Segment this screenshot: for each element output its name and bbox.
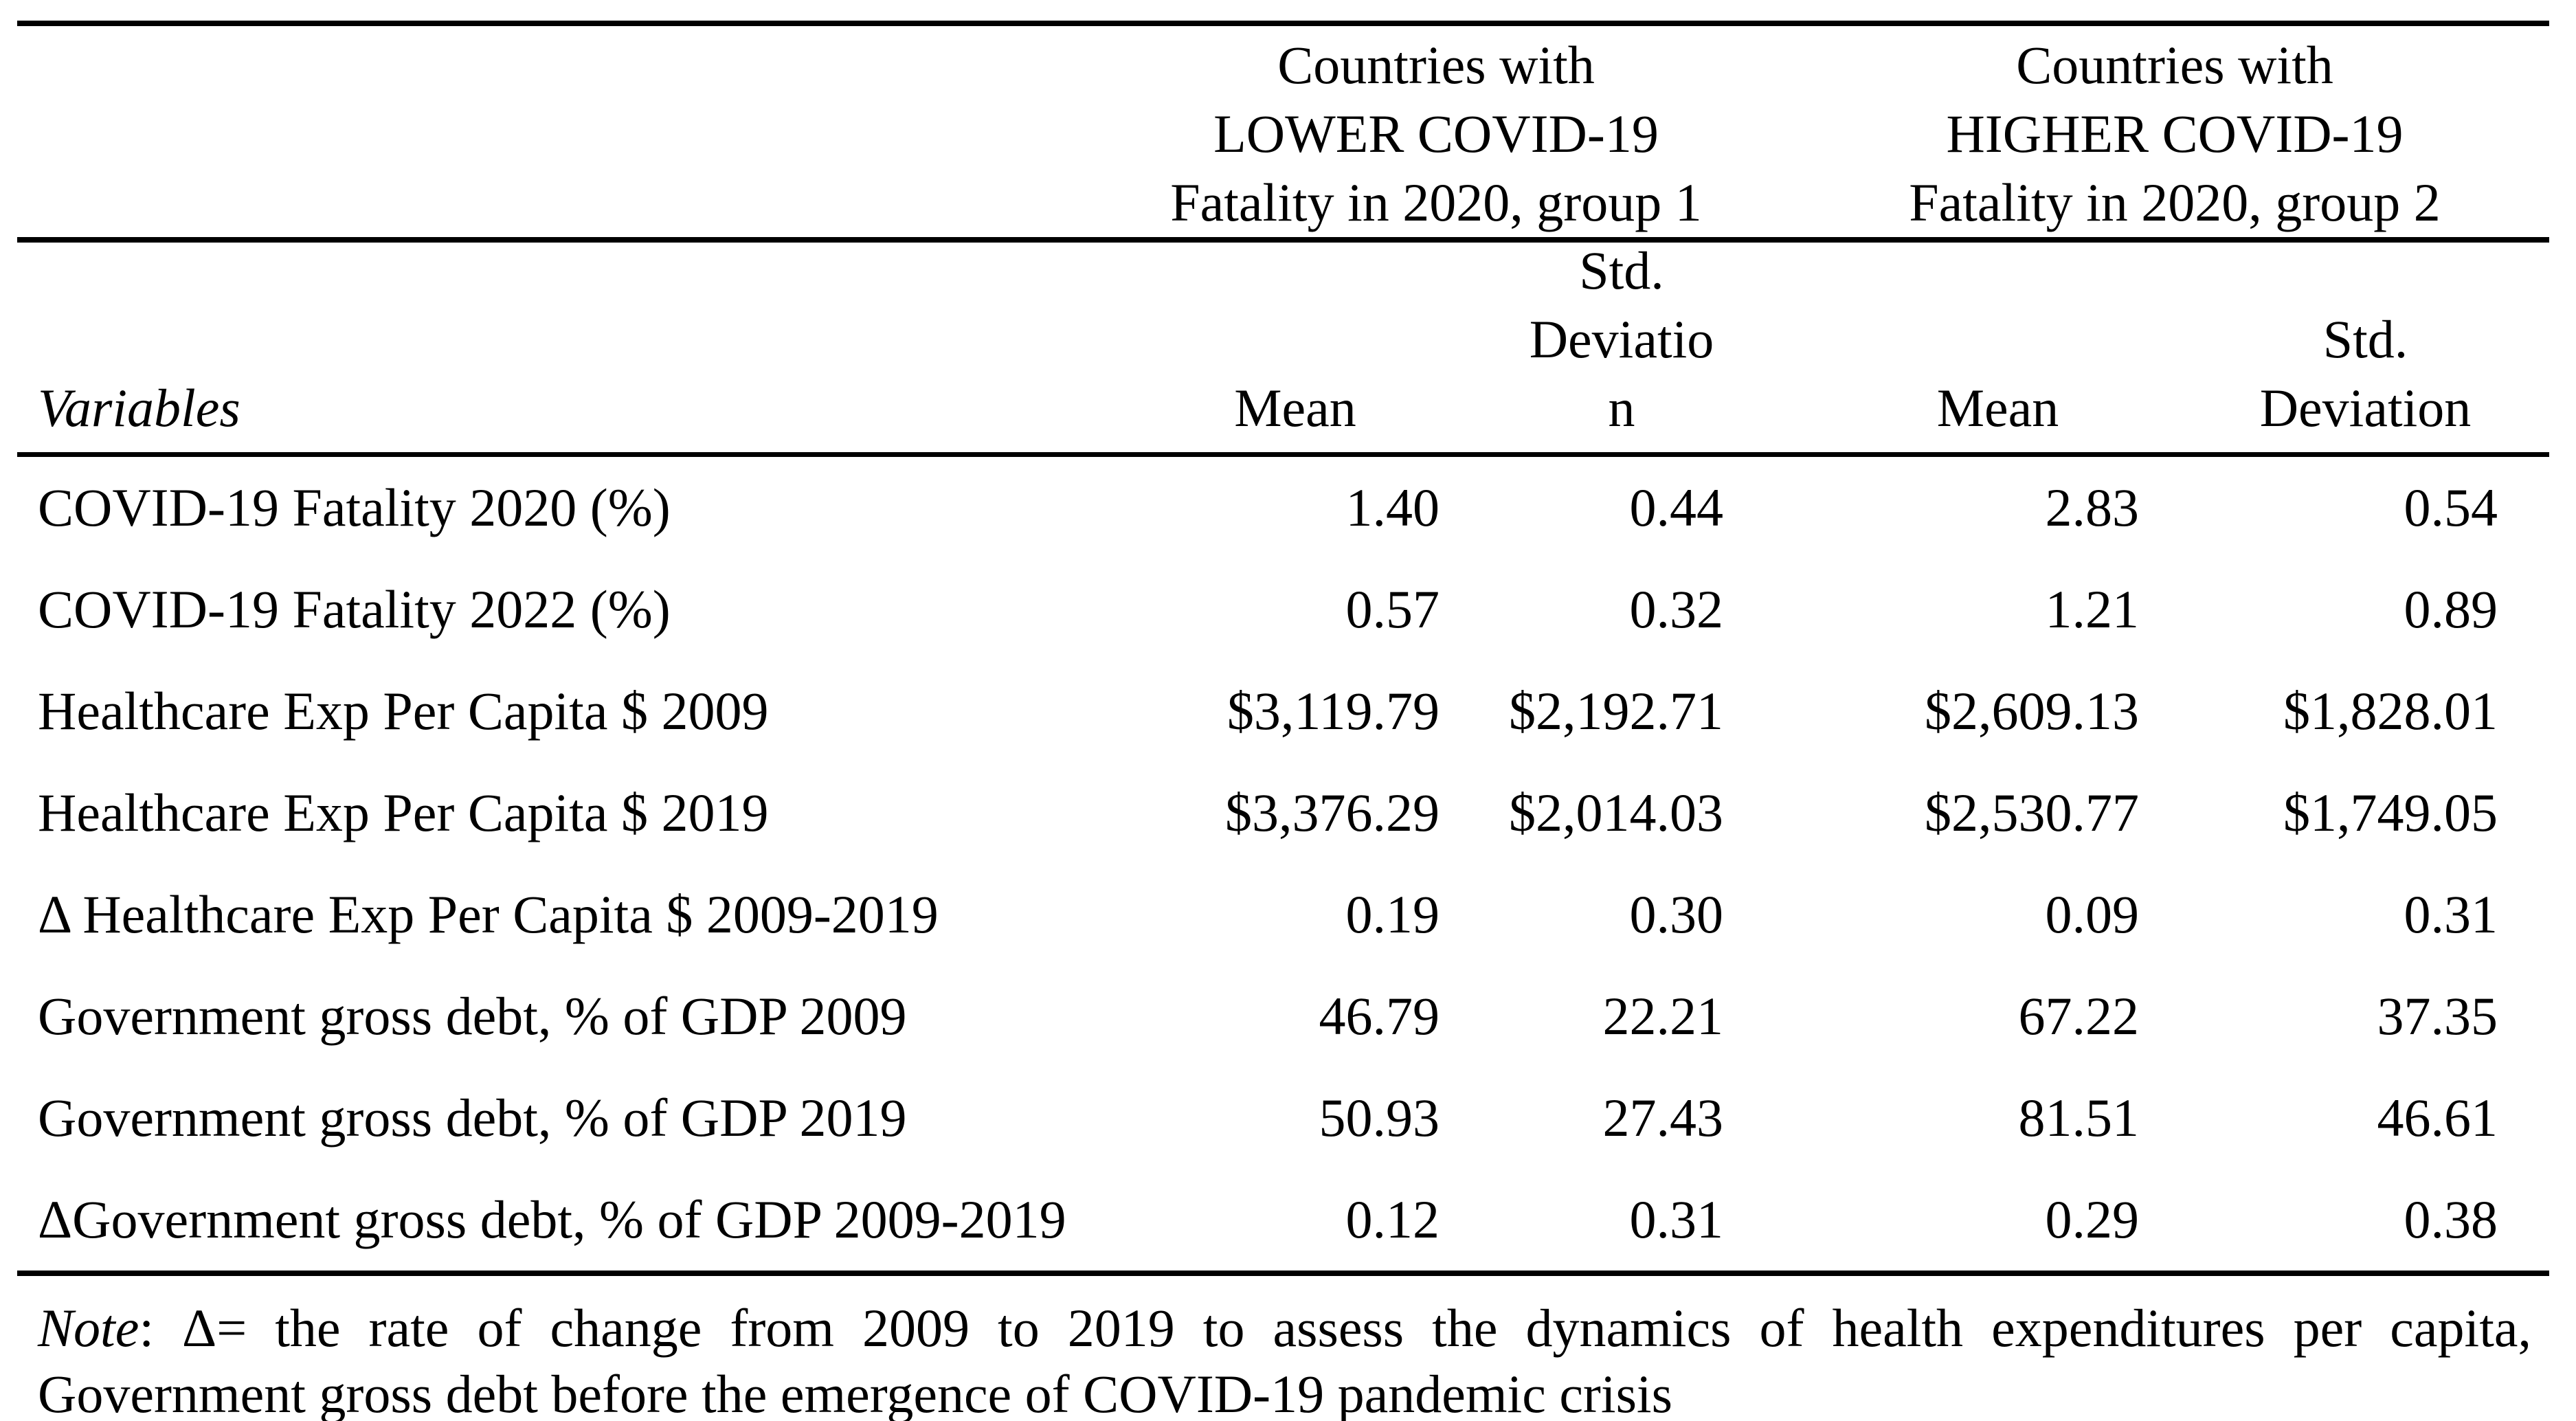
bottom-rule (17, 1271, 2549, 1276)
group2-line2: HIGHER COVID-19 (1946, 104, 2404, 164)
group1-line2: LOWER COVID-19 (1213, 104, 1659, 164)
cell-value: 0.19 (1345, 884, 1440, 944)
cell-value: 0.38 (2404, 1189, 2498, 1249)
cell-value: 0.44 (1629, 478, 1724, 537)
cell-value: 0.57 (1345, 579, 1440, 639)
cell-value: 0.29 (2045, 1189, 2140, 1249)
summary-statistics-table: Countries with LOWER COVID-19 Fatality i… (17, 21, 2549, 1276)
note-text: : Δ= the rate of change from 2009 to 201… (139, 1298, 2531, 1358)
cell-value: 22.21 (1602, 986, 1724, 1046)
cell-value: 1.40 (1345, 478, 1440, 537)
std1-line3: n (1608, 378, 1635, 438)
group1-line3: Fatality in 2020, group 1 (1170, 172, 1702, 232)
cell-value: 37.35 (2377, 986, 2498, 1046)
row-label: Δ Healthcare Exp Per Capita $ 2009-2019 (38, 884, 939, 944)
cell-value: 50.93 (1319, 1088, 1440, 1148)
corner-spacer (17, 26, 1127, 237)
std2-line2: Deviation (2259, 378, 2472, 438)
row-label: Government gross debt, % of GDP 2009 (38, 986, 907, 1046)
col-header-mean-group2: Mean (1936, 378, 2059, 438)
col-header-std-group1: Std. Deviatio n (1464, 240, 1745, 452)
row-label: Healthcare Exp Per Capita $ 2009 (38, 681, 769, 741)
header-rule (17, 237, 2549, 243)
cell-value: 0.54 (2404, 478, 2498, 537)
cell-value: $3,119.79 (1227, 681, 1440, 741)
subheader-rule (17, 452, 2549, 457)
cell-value: $3,376.29 (1225, 783, 1440, 842)
cell-value: 0.12 (1345, 1189, 1440, 1249)
variables-label: Variables (38, 378, 240, 438)
cell-value: 27.43 (1602, 1088, 1724, 1148)
cell-value: 67.22 (2018, 986, 2140, 1046)
group-header-higher-covid: Countries with HIGHER COVID-19 Fatality … (1745, 26, 2549, 237)
group1-line1: Countries with (1277, 35, 1595, 95)
cell-value: 0.89 (2404, 579, 2498, 639)
row-label: Healthcare Exp Per Capita $ 2019 (38, 783, 769, 842)
group2-line3: Fatality in 2020, group 2 (1909, 172, 2441, 232)
row-label: ΔGovernment gross debt, % of GDP 2009-20… (38, 1189, 1066, 1249)
cell-value: 46.79 (1319, 986, 1440, 1046)
note-line-2: Government gross debt before the emergen… (38, 1364, 1672, 1421)
group2-line1: Countries with (2016, 35, 2333, 95)
cell-value: 0.30 (1629, 884, 1724, 944)
row-label: Government gross debt, % of GDP 2019 (38, 1088, 907, 1148)
col-header-mean-group1: Mean (1234, 378, 1356, 438)
std2-line1: Std. (2322, 309, 2408, 369)
cell-value: 1.21 (2045, 579, 2140, 639)
table-note: Note: Δ= the rate of change from 2009 to… (38, 1295, 2531, 1421)
cell-value: 0.32 (1629, 579, 1724, 639)
cell-value: $2,192.71 (1509, 681, 1723, 741)
cell-value: 81.51 (2018, 1088, 2140, 1148)
note-label: Note (38, 1298, 139, 1358)
cell-value: 2.83 (2045, 478, 2140, 537)
group-header-lower-covid: Countries with LOWER COVID-19 Fatality i… (1127, 26, 1745, 237)
cell-value: $2,609.13 (1925, 681, 2139, 741)
cell-value: 0.31 (1629, 1189, 1724, 1249)
std1-line2: Deviatio (1529, 309, 1714, 369)
row-label: COVID-19 Fatality 2020 (%) (38, 478, 671, 537)
cell-value: 46.61 (2377, 1088, 2498, 1148)
cell-value: $1,828.01 (2283, 681, 2498, 741)
cell-value: 0.31 (2404, 884, 2498, 944)
cell-value: $2,014.03 (1509, 783, 1723, 842)
col-header-std-group2: Std. Deviation (2161, 243, 2549, 452)
top-rule (17, 21, 2549, 26)
row-label: COVID-19 Fatality 2022 (%) (38, 579, 671, 639)
note-line-1: Note: Δ= the rate of change from 2009 to… (38, 1295, 2531, 1361)
cell-value: $2,530.77 (1925, 783, 2139, 842)
cell-value: $1,749.05 (2283, 783, 2498, 842)
cell-value: 0.09 (2045, 884, 2140, 944)
std1-line1: Std. (1579, 240, 1664, 300)
